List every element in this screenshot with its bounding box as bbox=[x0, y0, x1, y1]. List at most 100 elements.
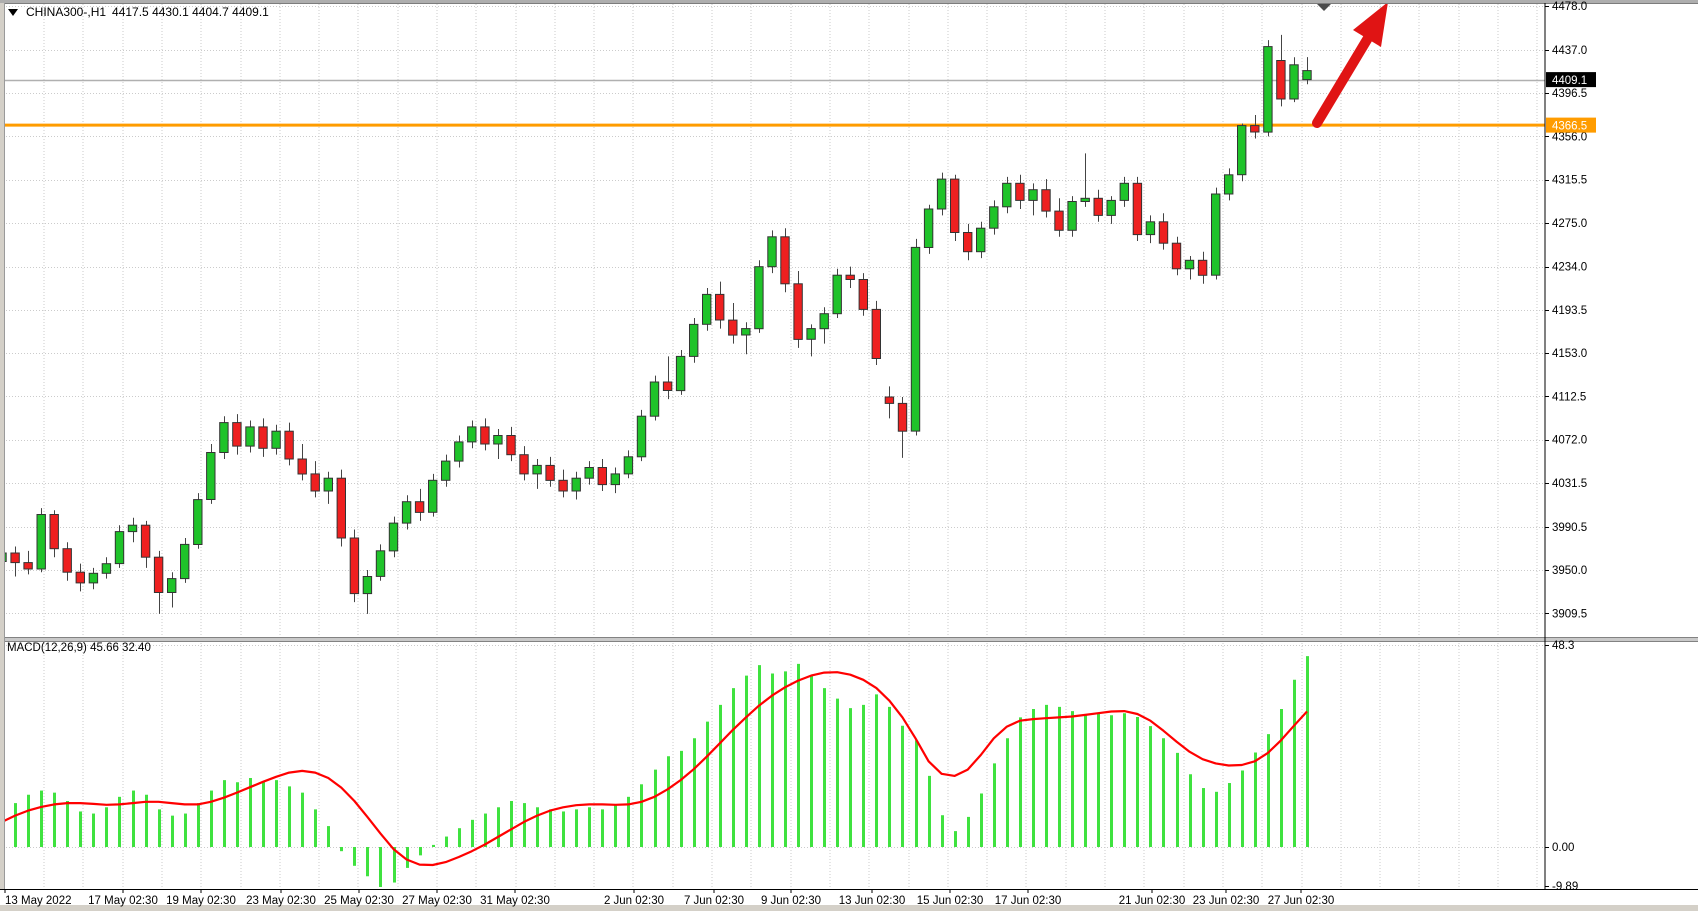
candle bbox=[584, 467, 594, 479]
candle bbox=[545, 464, 555, 481]
candle bbox=[193, 499, 203, 546]
candle bbox=[75, 571, 85, 584]
candle bbox=[454, 441, 464, 462]
candle bbox=[219, 422, 229, 454]
hline-price-badge-text: 4366.5 bbox=[1552, 121, 1587, 133]
candle bbox=[153, 556, 164, 594]
time-axis-label: 25 May 02:30 bbox=[324, 895, 394, 907]
candle bbox=[662, 381, 673, 391]
time-axis-label: 13 May 2022 bbox=[5, 895, 72, 907]
top-border bbox=[0, 0, 1698, 3]
candle bbox=[62, 548, 72, 573]
candle bbox=[88, 572, 99, 584]
candle bbox=[1171, 242, 1182, 270]
candle bbox=[467, 426, 477, 443]
candle bbox=[780, 236, 790, 285]
candle bbox=[414, 501, 425, 513]
candle bbox=[597, 467, 607, 486]
candle bbox=[989, 206, 999, 229]
candle bbox=[1080, 197, 1090, 203]
chart-shift-marker-icon bbox=[1317, 4, 1331, 11]
price-axis-label: 4437.0 bbox=[1552, 45, 1587, 57]
hline-price-badge bbox=[1546, 117, 1596, 133]
time-axis-label: 23 Jun 02:30 bbox=[1193, 895, 1260, 907]
price-axis-label: 3950.0 bbox=[1552, 565, 1587, 577]
candle bbox=[284, 430, 294, 460]
bottom-strip bbox=[0, 905, 1698, 911]
candle bbox=[950, 178, 960, 234]
symbol-dropdown-icon[interactable] bbox=[8, 8, 18, 16]
candle bbox=[36, 514, 46, 570]
candle bbox=[1093, 197, 1103, 216]
candle bbox=[689, 323, 699, 357]
price-axis-background[interactable] bbox=[1546, 0, 1698, 911]
candle bbox=[1184, 259, 1195, 270]
candle bbox=[232, 422, 242, 447]
candle bbox=[493, 435, 503, 445]
candle bbox=[675, 355, 686, 392]
candle bbox=[571, 477, 581, 492]
candle bbox=[323, 477, 334, 492]
candle bbox=[1211, 193, 1221, 276]
candle bbox=[558, 479, 568, 492]
price-axis-label: 4112.5 bbox=[1552, 391, 1586, 403]
price-axis-label: 4478.0 bbox=[1552, 1, 1587, 13]
price-axis-label: 4031.5 bbox=[1552, 478, 1587, 490]
candle bbox=[845, 274, 855, 281]
candle bbox=[441, 460, 451, 481]
price-axis-label: 3909.5 bbox=[1552, 608, 1587, 620]
price-axis-label: 4396.5 bbox=[1552, 88, 1587, 100]
current-price-badge-text: 4409.1 bbox=[1552, 75, 1587, 87]
time-axis-label: 27 May 02:30 bbox=[402, 895, 472, 907]
trend-arrow-head[interactable] bbox=[1353, 2, 1388, 47]
candle bbox=[1158, 221, 1169, 244]
candle bbox=[23, 562, 33, 570]
candle bbox=[401, 501, 412, 524]
candle bbox=[167, 578, 177, 593]
candle bbox=[1276, 60, 1286, 100]
price-axis-label: 4356.0 bbox=[1552, 131, 1587, 143]
candle bbox=[610, 473, 620, 486]
time-axis-label: 17 Jun 02:30 bbox=[995, 895, 1062, 907]
candle bbox=[1145, 221, 1156, 236]
candle bbox=[976, 227, 986, 253]
macd-axis-label: 0.00 bbox=[1552, 842, 1574, 854]
candle bbox=[767, 236, 777, 268]
time-axis-label: 13 Jun 02:30 bbox=[839, 895, 906, 907]
candle bbox=[349, 537, 360, 595]
candle bbox=[375, 550, 386, 577]
chart-title: CHINA300-,H1 4417.5 4430.1 4404.7 4409.1 bbox=[8, 5, 269, 19]
price-axis-label: 4153.0 bbox=[1552, 348, 1587, 360]
candle bbox=[1250, 125, 1260, 133]
candle bbox=[1119, 182, 1129, 201]
candle bbox=[310, 473, 320, 492]
candle bbox=[1302, 70, 1312, 81]
panel-separator[interactable] bbox=[0, 637, 1698, 641]
ohlc-quote-label: 4417.5 4430.1 4404.7 4409.1 bbox=[112, 5, 269, 19]
candle bbox=[897, 402, 908, 432]
candle bbox=[649, 381, 660, 417]
candle bbox=[923, 208, 934, 248]
candle bbox=[114, 531, 125, 565]
candle bbox=[245, 426, 255, 447]
trend-arrow-shaft[interactable] bbox=[1312, 33, 1373, 128]
time-axis-label: 23 May 02:30 bbox=[246, 895, 316, 907]
candle bbox=[715, 293, 725, 321]
candle bbox=[532, 464, 542, 475]
candle bbox=[832, 274, 842, 315]
candle bbox=[702, 293, 712, 325]
candle bbox=[10, 552, 20, 564]
candle bbox=[754, 266, 764, 330]
candle bbox=[806, 328, 816, 340]
candle bbox=[519, 454, 529, 475]
price-axis-label: 3990.5 bbox=[1552, 522, 1587, 534]
candle bbox=[388, 522, 399, 552]
price-axis-label: 4275.0 bbox=[1552, 218, 1587, 230]
candle bbox=[127, 524, 138, 533]
candle bbox=[336, 477, 347, 539]
price-axis-label: 4315.5 bbox=[1552, 175, 1587, 187]
candle bbox=[1132, 182, 1143, 236]
candle bbox=[49, 514, 59, 550]
candle bbox=[1002, 182, 1012, 208]
